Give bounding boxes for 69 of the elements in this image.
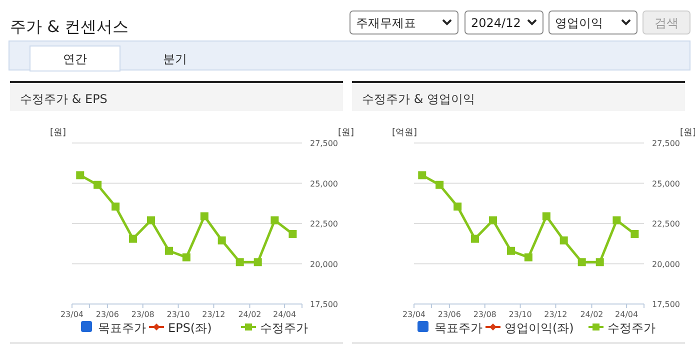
point — [164, 246, 173, 255]
point — [542, 212, 550, 220]
x-tick-label: 24/04 — [615, 310, 638, 319]
point — [524, 253, 532, 262]
x-tick-label: 23/12 — [202, 310, 226, 319]
chart-title: 수정주가 & 영업이익 — [362, 92, 475, 106]
point — [596, 258, 604, 266]
y2-tick-label: 22,500 — [652, 220, 680, 228]
point — [436, 180, 444, 189]
y2-tick-label: 27,500 — [310, 139, 338, 148]
point — [112, 202, 120, 211]
x-tick-label: 23/04 — [60, 310, 84, 319]
legend-label: 목표주가 — [434, 321, 482, 335]
text: 주재무제표 — [356, 16, 416, 30]
point — [612, 216, 621, 224]
y2-tick-label: 25,000 — [652, 179, 680, 188]
text: 연간 — [63, 52, 87, 66]
point — [560, 236, 568, 244]
point — [488, 216, 497, 224]
point — [630, 230, 639, 238]
x-tick-label: 23/08 — [131, 310, 154, 319]
y2-axis-title: [원] — [680, 128, 695, 138]
text: 검색 — [654, 16, 678, 30]
text: 2024/12 — [471, 16, 521, 30]
legend-label: 영업이익(좌) — [504, 321, 574, 335]
x-tick-label: 24/02 — [238, 310, 262, 319]
text: 영업이익 — [555, 16, 603, 30]
y-axis-title: [억원] — [392, 128, 418, 138]
x-tick-label: 23/12 — [544, 310, 568, 319]
point — [236, 258, 244, 266]
x-tick-label: 23/06 — [96, 310, 119, 319]
point — [418, 171, 426, 180]
point — [182, 253, 190, 262]
y2-tick-label: 27,500 — [652, 139, 680, 148]
point — [146, 216, 155, 224]
y-axis-title: [원] — [50, 128, 66, 138]
chart-title: 수정주가 & EPS — [20, 92, 108, 106]
legend-label: 수정주가 — [608, 321, 656, 335]
legend-label: 수정주가 — [260, 321, 308, 335]
text: 주가 & 컨센서스 — [10, 17, 129, 36]
y2-tick-label: 17,500 — [310, 300, 338, 309]
legend-label: 목표주가 — [98, 321, 146, 335]
point — [288, 230, 297, 238]
y2-tick-label: 22,500 — [310, 220, 338, 228]
x-tick-label: 24/02 — [580, 310, 604, 319]
x-tick-label: 23/10 — [508, 310, 532, 319]
x-tick-label: 23/06 — [438, 310, 461, 319]
point — [94, 180, 102, 189]
point — [470, 234, 479, 243]
y2-tick-label: 25,000 — [310, 179, 338, 188]
point — [76, 171, 84, 180]
point — [454, 202, 462, 211]
y2-tick-label: 17,500 — [652, 300, 680, 309]
point — [578, 258, 586, 266]
point — [506, 246, 515, 255]
x-tick-label: 23/04 — [402, 310, 426, 319]
point — [218, 236, 226, 244]
point — [128, 234, 137, 243]
y2-axis-title: [원] — [338, 128, 354, 138]
x-tick-label: 23/10 — [166, 310, 190, 319]
legend-label: EPS(좌) — [168, 321, 212, 335]
x-tick-label: 23/08 — [473, 310, 496, 319]
y2-tick-label: 20,000 — [652, 260, 680, 269]
x-tick-label: 24/04 — [273, 310, 296, 319]
y2-tick-label: 20,000 — [310, 260, 338, 269]
point — [270, 216, 279, 224]
point — [254, 258, 262, 266]
point — [200, 212, 208, 220]
text: 분기 — [163, 52, 187, 66]
